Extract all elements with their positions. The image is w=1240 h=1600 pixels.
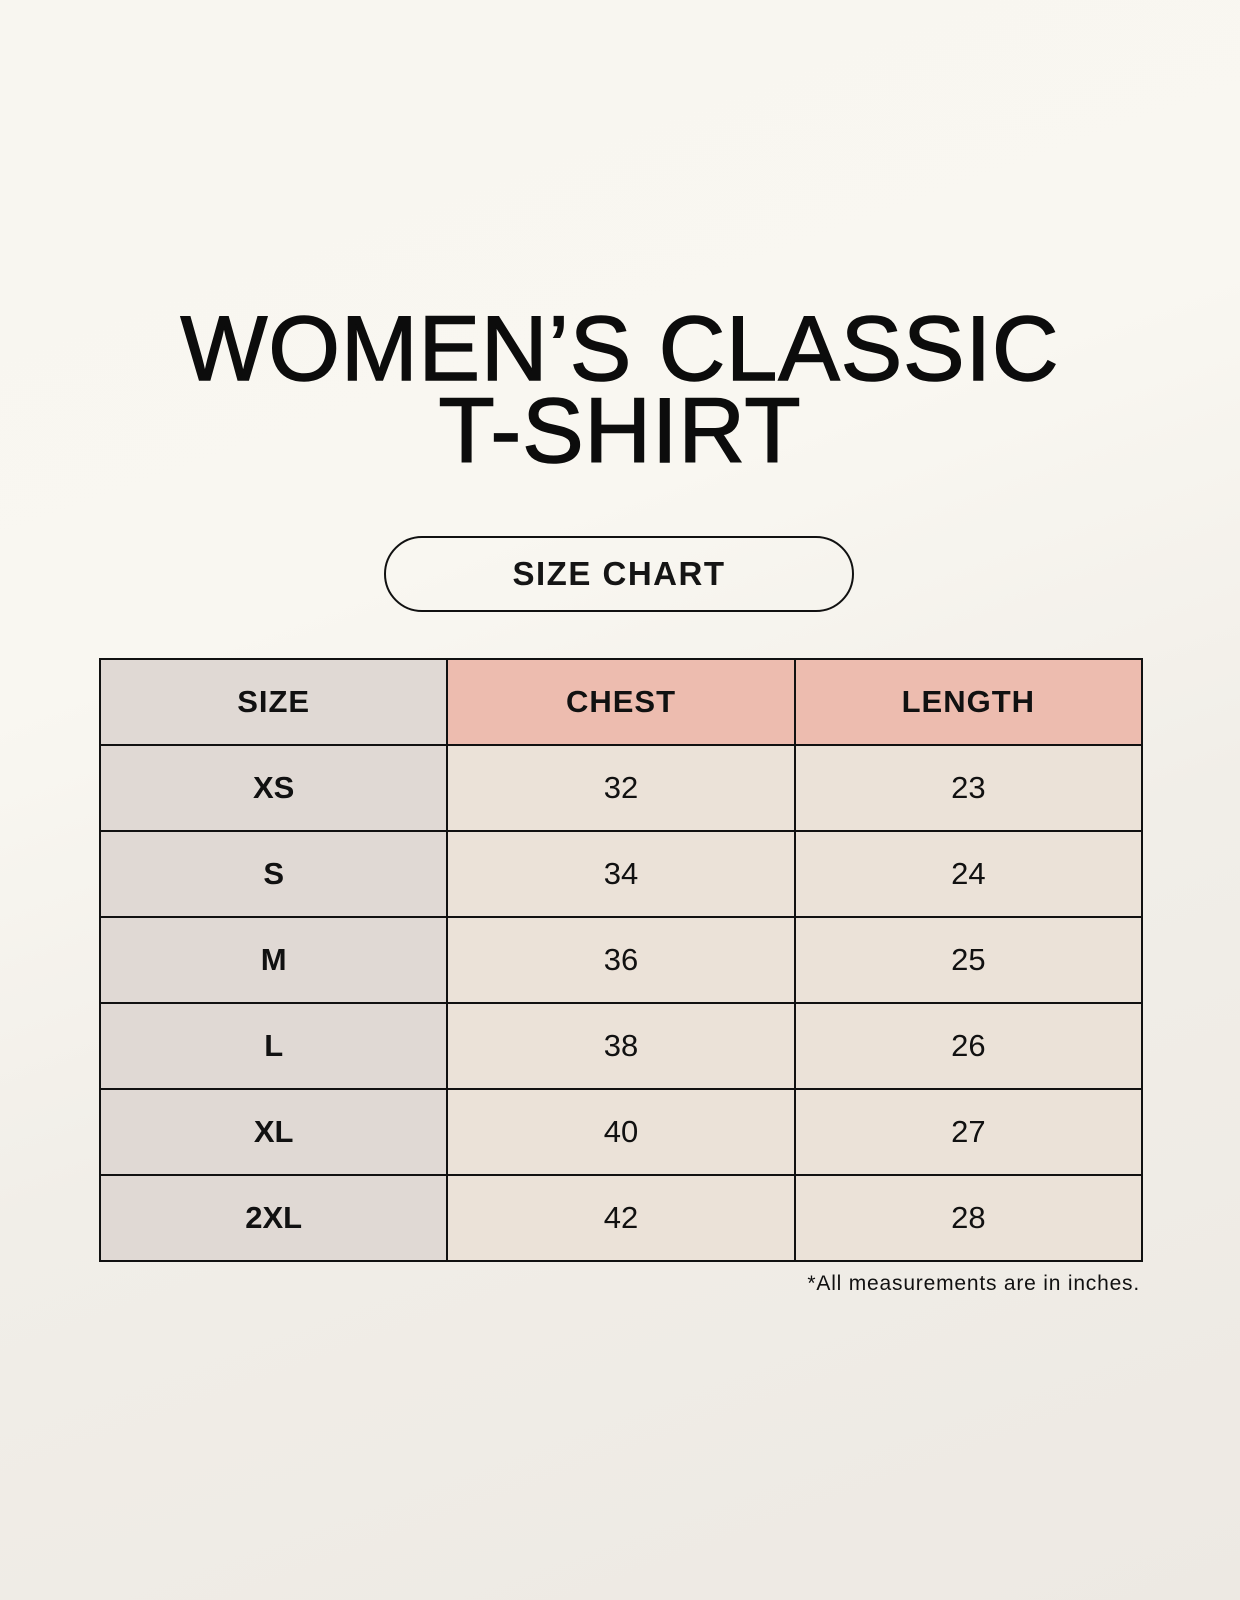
- page-title: WOMEN’S CLASSIC T-SHIRT: [0, 298, 1240, 482]
- table-row: L 38 26: [98, 1002, 1144, 1090]
- size-chart-label: SIZE CHART: [384, 536, 854, 612]
- table-row: XL 40 27: [98, 1088, 1144, 1176]
- header-chest: CHEST: [446, 658, 796, 746]
- table-row: M 36 25: [98, 916, 1144, 1004]
- cell-size: M: [98, 916, 449, 1004]
- table-row: 2XL 42 28: [98, 1174, 1144, 1262]
- cell-chest: 40: [446, 1088, 796, 1176]
- table-row: XS 32 23: [98, 744, 1144, 832]
- cell-size: XL: [98, 1088, 449, 1176]
- cell-length: 24: [793, 830, 1144, 918]
- table-row: S 34 24: [98, 830, 1144, 918]
- cell-size: S: [98, 830, 449, 918]
- footnote: *All measurements are in inches.: [807, 1272, 1140, 1295]
- header-size: SIZE: [98, 658, 449, 746]
- cell-size: L: [98, 1002, 449, 1090]
- cell-length: 27: [793, 1088, 1144, 1176]
- cell-length: 26: [793, 1002, 1144, 1090]
- size-table: SIZE CHEST LENGTH XS 32 23 S 34 24 M 36 25 L 38 26 X…: [98, 658, 1144, 1262]
- cell-chest: 32: [446, 744, 796, 832]
- cell-length: 25: [793, 916, 1144, 1004]
- cell-chest: 34: [446, 830, 796, 918]
- cell-size: XS: [98, 744, 449, 832]
- cell-size: 2XL: [98, 1174, 449, 1262]
- header-length: LENGTH: [793, 658, 1144, 746]
- cell-chest: 38: [446, 1002, 796, 1090]
- title-line-2: T-SHIRT: [438, 380, 802, 482]
- table-header-row: SIZE CHEST LENGTH: [98, 658, 1144, 746]
- cell-length: 28: [793, 1174, 1144, 1262]
- cell-length: 23: [793, 744, 1144, 832]
- title-line-1: WOMEN’S CLASSIC: [180, 298, 1060, 400]
- cell-chest: 36: [446, 916, 796, 1004]
- cell-chest: 42: [446, 1174, 796, 1262]
